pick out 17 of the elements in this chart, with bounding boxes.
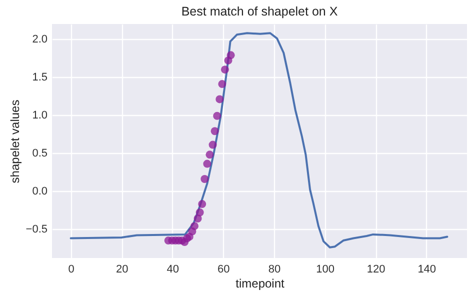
x-tick-label: 140 [418, 264, 436, 276]
x-tick-label: 0 [68, 264, 74, 276]
chart-title: Best match of shapelet on X [181, 4, 338, 18]
x-tick-label: 80 [268, 264, 281, 276]
x-tick-label: 120 [366, 264, 386, 276]
x-tick-label: 20 [116, 264, 128, 276]
y-tick-label: 1.5 [32, 72, 48, 84]
x-tick-label: 40 [166, 264, 180, 276]
y-tick-label: 0.5 [32, 148, 48, 160]
y-tick-label: 2.0 [32, 34, 48, 46]
x-tick-label: 60 [218, 264, 230, 276]
y-axis-title: shapelet values [8, 100, 22, 184]
x-axis-title: timepoint [236, 276, 286, 290]
y-tick-label: 1.0 [32, 110, 48, 122]
y-tick-label: 0.0 [32, 186, 48, 198]
y-tick-label: −0.5 [26, 224, 48, 236]
x-tick-label: 100 [316, 264, 334, 276]
